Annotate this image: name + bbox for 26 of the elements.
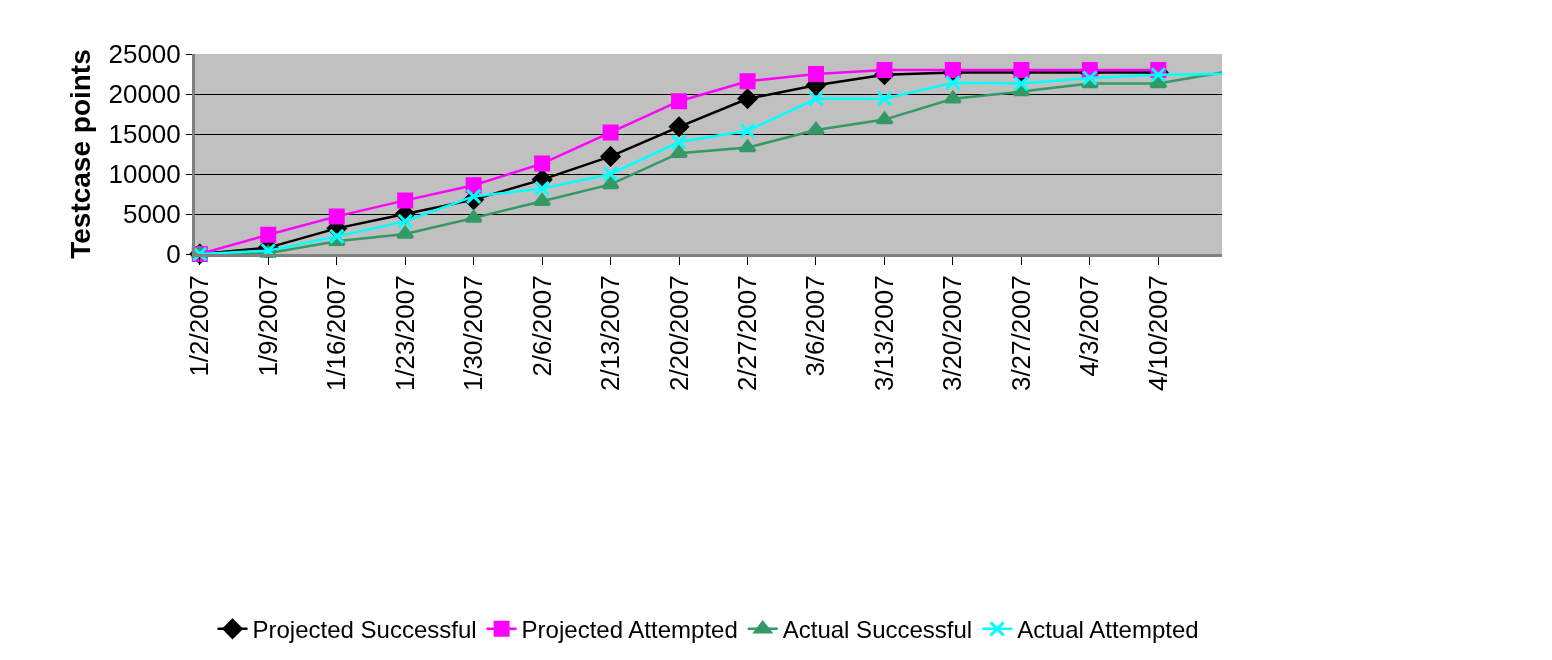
legend-label: Projected Attempted <box>521 616 738 644</box>
x-tick-label: 2/20/2007 <box>663 275 694 392</box>
x-tick-label: 3/13/2007 <box>868 275 899 392</box>
x-tick-label: 3/20/2007 <box>937 275 968 392</box>
x-tick-label: 3/27/2007 <box>1005 275 1036 392</box>
legend-label: Actual Attempted <box>1017 616 1199 644</box>
x-tick-label: 1/16/2007 <box>321 275 352 392</box>
legend-label: Actual Successful <box>782 616 973 644</box>
y-tick-label: 15000 <box>108 119 181 150</box>
y-tick-label: 0 <box>166 239 181 270</box>
y-tick-label: 10000 <box>108 159 181 190</box>
x-tick-label: 1/9/2007 <box>252 275 283 377</box>
x-tick-label: 4/10/2007 <box>1142 275 1173 392</box>
x-tick-label: 1/30/2007 <box>458 275 489 392</box>
legend-label: Projected Successful <box>252 616 477 644</box>
x-tick-label: 2/27/2007 <box>731 275 762 392</box>
y-tick-label: 5000 <box>122 199 181 230</box>
x-tick-label: 3/6/2007 <box>800 275 831 377</box>
x-tick-label: 1/2/2007 <box>184 275 215 377</box>
x-tick-label: 2/13/2007 <box>595 275 626 392</box>
x-tick-label: 4/3/2007 <box>1074 275 1105 377</box>
x-tick-label: 2/6/2007 <box>526 275 557 377</box>
x-tick-label: 1/23/2007 <box>389 275 420 392</box>
y-tick-label: 20000 <box>108 79 181 110</box>
y-axis-title: Testcase points <box>65 49 97 259</box>
y-tick-label: 25000 <box>108 39 181 70</box>
